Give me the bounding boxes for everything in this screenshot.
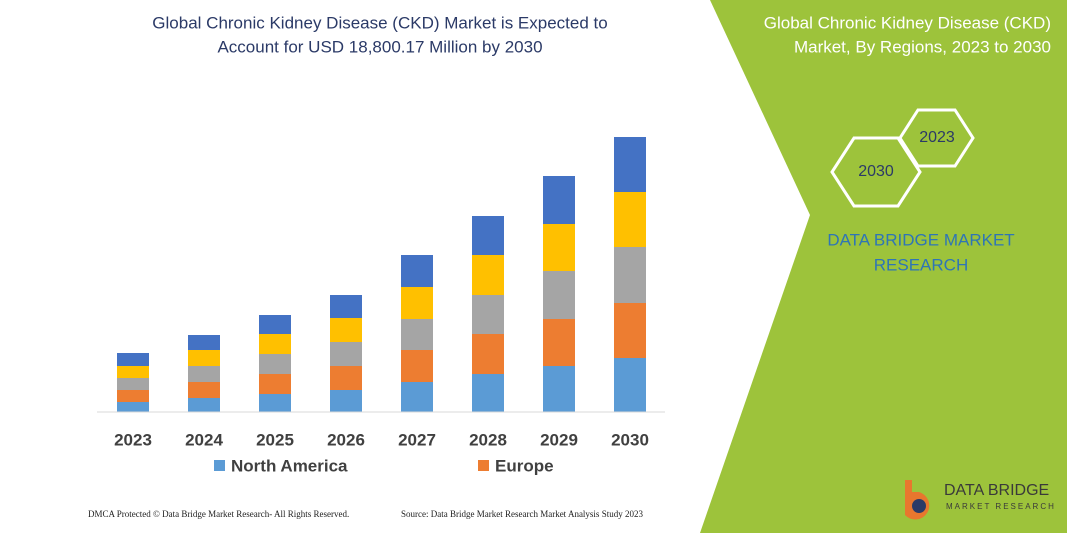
bar-segment (543, 271, 575, 319)
x-tick-label: 2029 (540, 430, 578, 449)
bar-segment (188, 350, 220, 366)
bar-segment (188, 382, 220, 398)
chart-title: Global Chronic Kidney Disease (CKD) Mark… (152, 13, 607, 32)
bar-segment (117, 353, 149, 366)
bar-segment (330, 295, 362, 318)
bar-segment (472, 216, 504, 255)
bar-segment (117, 366, 149, 378)
x-tick-label: 2024 (185, 430, 223, 449)
brand-text: RESEARCH (874, 255, 968, 274)
x-tick-label: 2027 (398, 430, 436, 449)
x-tick-label: 2026 (327, 430, 365, 449)
logo: DATA BRIDGE MARKET RESEARCH (905, 480, 1056, 520)
bar-segment (188, 335, 220, 350)
bar-segment (259, 315, 291, 334)
bar-segment (401, 382, 433, 412)
panel-title: Global Chronic Kidney Disease (CKD) (764, 13, 1051, 32)
x-tick-label: 2025 (256, 430, 294, 449)
bar-segment (614, 303, 646, 358)
x-tick-label: 2028 (469, 430, 507, 449)
legend-label: Europe (495, 456, 554, 475)
footer-text: DMCA Protected © Data Bridge Market Rese… (88, 509, 349, 519)
bar-segment (543, 366, 575, 412)
bar-segment (188, 366, 220, 382)
logo-tagline: MARKET RESEARCH (946, 502, 1056, 511)
bar-segment (472, 374, 504, 412)
footer-text: Source: Data Bridge Market Research Mark… (401, 509, 643, 519)
bar-segment (614, 137, 646, 192)
legend-label: North America (231, 456, 348, 475)
bar-segment (401, 319, 433, 350)
chart-title: Account for USD 18,800.17 Million by 203… (217, 37, 542, 56)
hex-label: 2023 (919, 129, 955, 146)
bar-segment (543, 224, 575, 271)
x-tick-label: 2030 (611, 430, 649, 449)
bar-segment (614, 192, 646, 247)
bar-segment (401, 287, 433, 319)
bar-segment (188, 398, 220, 412)
hexagon (830, 136, 922, 208)
bar-segment (330, 318, 362, 342)
logo-icon (912, 499, 926, 513)
bar-segment (259, 334, 291, 354)
bar-segment (472, 295, 504, 334)
hex-label: 2030 (858, 163, 894, 180)
bar-segment (543, 319, 575, 366)
bar-segment (543, 176, 575, 224)
bar-segment (401, 255, 433, 287)
bar-segment (330, 390, 362, 412)
bar-segment (401, 350, 433, 382)
bar-segment (472, 334, 504, 374)
bar-segment (117, 402, 149, 412)
panel-title: Market, By Regions, 2023 to 2030 (794, 37, 1051, 56)
bar-segment (117, 390, 149, 402)
logo-name: DATA BRIDGE (944, 482, 1049, 499)
bar-segment (614, 358, 646, 412)
legend-swatch (214, 460, 225, 471)
bar-segment (614, 247, 646, 303)
x-tick-label: 2023 (114, 430, 152, 449)
hexagon (898, 108, 975, 168)
brand-text: DATA BRIDGE MARKET (827, 230, 1014, 249)
legend-swatch (478, 460, 489, 471)
bar-segment (259, 394, 291, 412)
bar-segment (259, 354, 291, 374)
bar-segment (472, 255, 504, 295)
bar-segment (330, 366, 362, 390)
bar-segment (330, 342, 362, 366)
bar-segment (259, 374, 291, 394)
bar-segment (117, 378, 149, 390)
